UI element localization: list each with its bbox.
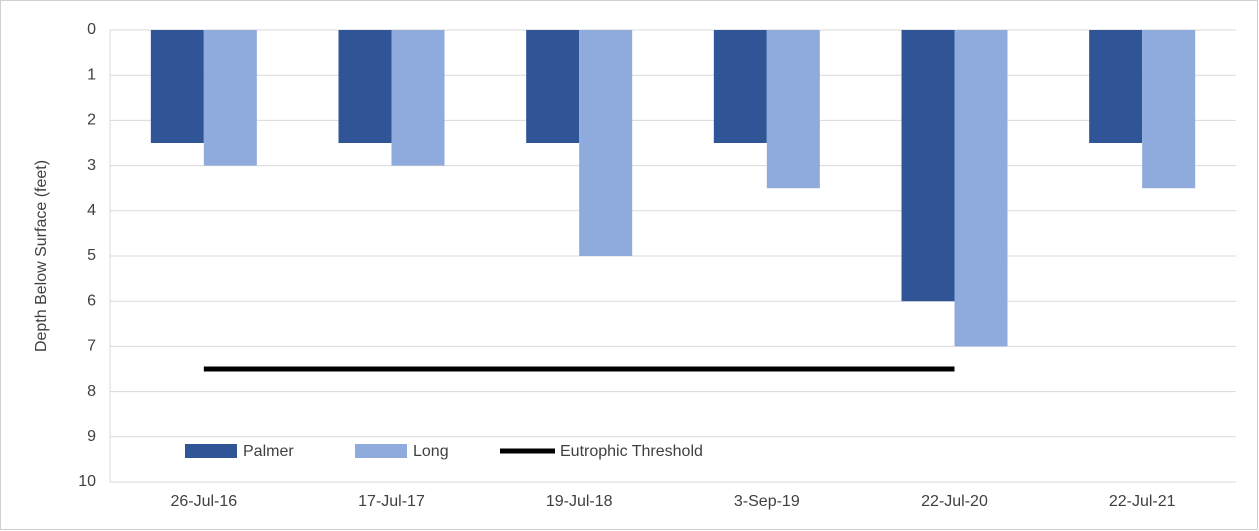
bar bbox=[526, 30, 580, 143]
bar bbox=[338, 30, 392, 143]
y-tick-label: 4 bbox=[87, 202, 96, 219]
legend-label: Eutrophic Threshold bbox=[560, 443, 703, 460]
y-tick-label: 3 bbox=[87, 157, 96, 174]
bar bbox=[713, 30, 767, 143]
bar bbox=[150, 30, 204, 143]
legend-swatch bbox=[185, 444, 237, 458]
y-tick-label: 0 bbox=[87, 21, 96, 38]
y-tick-label: 8 bbox=[87, 383, 96, 400]
y-tick-label: 2 bbox=[87, 112, 96, 129]
y-tick-label: 6 bbox=[87, 292, 96, 309]
bar bbox=[1142, 30, 1196, 189]
bar bbox=[579, 30, 633, 256]
x-tick-label: 22-Jul-21 bbox=[1109, 493, 1176, 510]
y-tick-label: 9 bbox=[87, 428, 96, 445]
bar bbox=[954, 30, 1008, 347]
bar bbox=[1089, 30, 1143, 143]
bar bbox=[766, 30, 820, 189]
y-axis-label: Depth Below Surface (feet) bbox=[33, 160, 50, 352]
bar bbox=[391, 30, 445, 166]
x-tick-label: 22-Jul-20 bbox=[921, 493, 988, 510]
legend-swatch bbox=[355, 444, 407, 458]
y-tick-label: 5 bbox=[87, 247, 96, 264]
x-tick-label: 19-Jul-18 bbox=[546, 493, 613, 510]
x-tick-label: 26-Jul-16 bbox=[170, 493, 237, 510]
legend-label: Long bbox=[413, 443, 449, 460]
bar bbox=[203, 30, 257, 166]
y-tick-label: 1 bbox=[87, 66, 96, 83]
legend-label: Palmer bbox=[243, 443, 294, 460]
x-tick-label: 17-Jul-17 bbox=[358, 493, 425, 510]
bar bbox=[901, 30, 955, 302]
y-tick-label: 10 bbox=[78, 473, 96, 490]
x-tick-label: 3-Sep-19 bbox=[734, 493, 800, 510]
y-tick-label: 7 bbox=[87, 338, 96, 355]
